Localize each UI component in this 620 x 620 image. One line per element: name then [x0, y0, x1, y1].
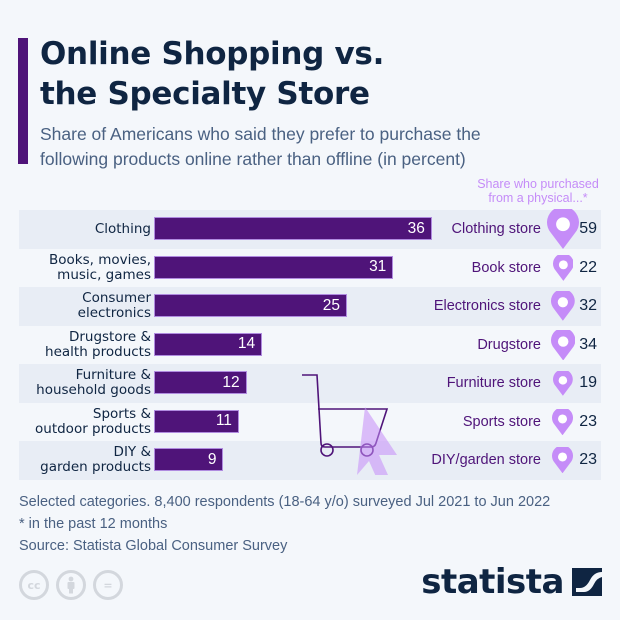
online-share-bar[interactable]: 12	[154, 371, 247, 394]
store-share-value: 22	[579, 258, 597, 276]
source-text: Source: Statista Global Consumer Survey	[19, 538, 288, 554]
store-share-value: 34	[579, 335, 597, 353]
subtitle-line-2: following products online rather than of…	[40, 149, 466, 169]
category-label-line-1: Drugstore &	[68, 328, 151, 345]
store-label: DIY/garden store	[431, 452, 541, 469]
chart-rows: Clothing 36 Clothing store 59 Books, movies,…	[19, 209, 601, 480]
note-asterisk: * in the past 12 months	[19, 516, 168, 532]
brand-name: statista	[421, 562, 564, 602]
location-pin-icon	[551, 287, 575, 326]
online-share-bar[interactable]: 31	[154, 255, 394, 279]
store-share-value: 23	[579, 412, 597, 430]
subtitle-line-1: Share of Americans who said they prefer …	[40, 124, 481, 144]
chart-row: Books, movies, music, games 31 Book store 22	[19, 249, 601, 288]
category-label: Clothing	[95, 210, 151, 249]
category-label-line-2: electronics	[77, 305, 151, 322]
chart-row: Sports & outdoor products 11 Sports store 23	[19, 403, 601, 442]
chart-subtitle: Share of Americans who said they prefer …	[40, 122, 620, 172]
store-label: Drugstore	[477, 336, 541, 353]
creative-commons-icon[interactable]: cc	[19, 570, 49, 600]
category-label-line-1: Books, movies,	[49, 251, 151, 268]
cursor-arrow-icon	[357, 407, 397, 475]
category-label-line-1: Consumer	[82, 290, 151, 307]
store-share-value: 59	[579, 220, 597, 238]
store-label: Furniture store	[446, 375, 541, 392]
location-pin-icon	[553, 364, 573, 403]
location-pin-icon	[547, 209, 579, 250]
online-share-bar[interactable]: 25	[154, 294, 347, 317]
bar-value-label: 12	[222, 373, 240, 391]
location-pin-icon	[550, 326, 576, 365]
category-label: DIY & garden products	[40, 441, 151, 480]
chart-title: Online Shopping vs. the Specialty Store	[40, 34, 384, 114]
category-label-line-1: Clothing	[94, 220, 151, 237]
bar-value-label: 11	[215, 412, 232, 429]
license-icons: cc =	[19, 570, 123, 600]
store-header-line-1: Share who purchased	[477, 177, 599, 191]
bar-value-label: 36	[407, 219, 425, 237]
note-respondents: Selected categories. 8,400 respondents (…	[19, 494, 551, 510]
store-label: Sports store	[462, 413, 541, 430]
category-label-line-1: Sports &	[92, 405, 151, 422]
location-pin-icon	[552, 403, 574, 442]
chart-row: Clothing 36 Clothing store 59	[19, 209, 601, 250]
location-pin-icon	[552, 249, 574, 288]
chart-notes: Selected categories. 8,400 respondents (…	[19, 491, 550, 557]
category-label: Sports & outdoor products	[35, 403, 151, 442]
title-line-2: the Specialty Store	[40, 76, 370, 112]
store-share-value: 32	[579, 297, 597, 315]
store-header-line-2: from a physical...*	[488, 191, 588, 205]
store-column-header: Share who purchased from a physical...*	[470, 177, 606, 205]
online-share-bar[interactable]: 14	[154, 332, 263, 356]
statista-logo[interactable]: statista	[421, 562, 602, 602]
category-label-line-1: Furniture &	[75, 367, 151, 384]
bar-value-label: 31	[369, 258, 387, 275]
attribution-icon[interactable]	[56, 570, 86, 600]
no-derivatives-icon[interactable]: =	[93, 570, 123, 600]
statista-logo-icon	[572, 568, 602, 596]
chart-row: Furniture & household goods 12 Furniture st…	[19, 364, 601, 403]
online-share-bar[interactable]: 9	[154, 448, 224, 471]
category-label: Furniture & household goods	[36, 364, 151, 403]
store-label: Book store	[471, 259, 541, 276]
bar-value-label: 9	[207, 450, 217, 468]
category-label-line-2: garden products	[40, 459, 151, 476]
category-label-line-2: music, games	[57, 266, 151, 283]
store-label: Clothing store	[451, 221, 541, 238]
category-label: Drugstore & health products	[45, 326, 151, 365]
online-share-bar[interactable]: 11	[154, 409, 239, 433]
online-share-bar[interactable]: 36	[154, 217, 432, 240]
category-label-line-2: health products	[45, 343, 151, 360]
category-label-line-1: DIY &	[113, 444, 151, 461]
category-label-line-2: outdoor products	[35, 420, 151, 437]
store-share-value: 23	[579, 451, 597, 469]
title-line-1: Online Shopping vs.	[40, 36, 385, 72]
store-share-value: 19	[579, 374, 597, 392]
shopping-cart-icon	[302, 374, 397, 475]
bar-value-label: 14	[237, 335, 256, 352]
chart-row: Consumer electronics 25 Electronics store 32	[19, 287, 601, 326]
chart-row: Drugstore & health products 14 Drugstore 34	[19, 326, 601, 365]
category-label: Consumer electronics	[78, 287, 151, 326]
category-label-line-2: household goods	[36, 382, 151, 399]
store-label: Electronics store	[433, 298, 541, 315]
category-label: Books, movies, music, games	[49, 249, 151, 288]
bar-value-label: 25	[322, 296, 340, 314]
title-accent-bar	[18, 38, 28, 164]
location-pin-icon	[552, 441, 574, 480]
chart-row: DIY & garden products 9 DIY/garden store 23	[19, 441, 601, 480]
